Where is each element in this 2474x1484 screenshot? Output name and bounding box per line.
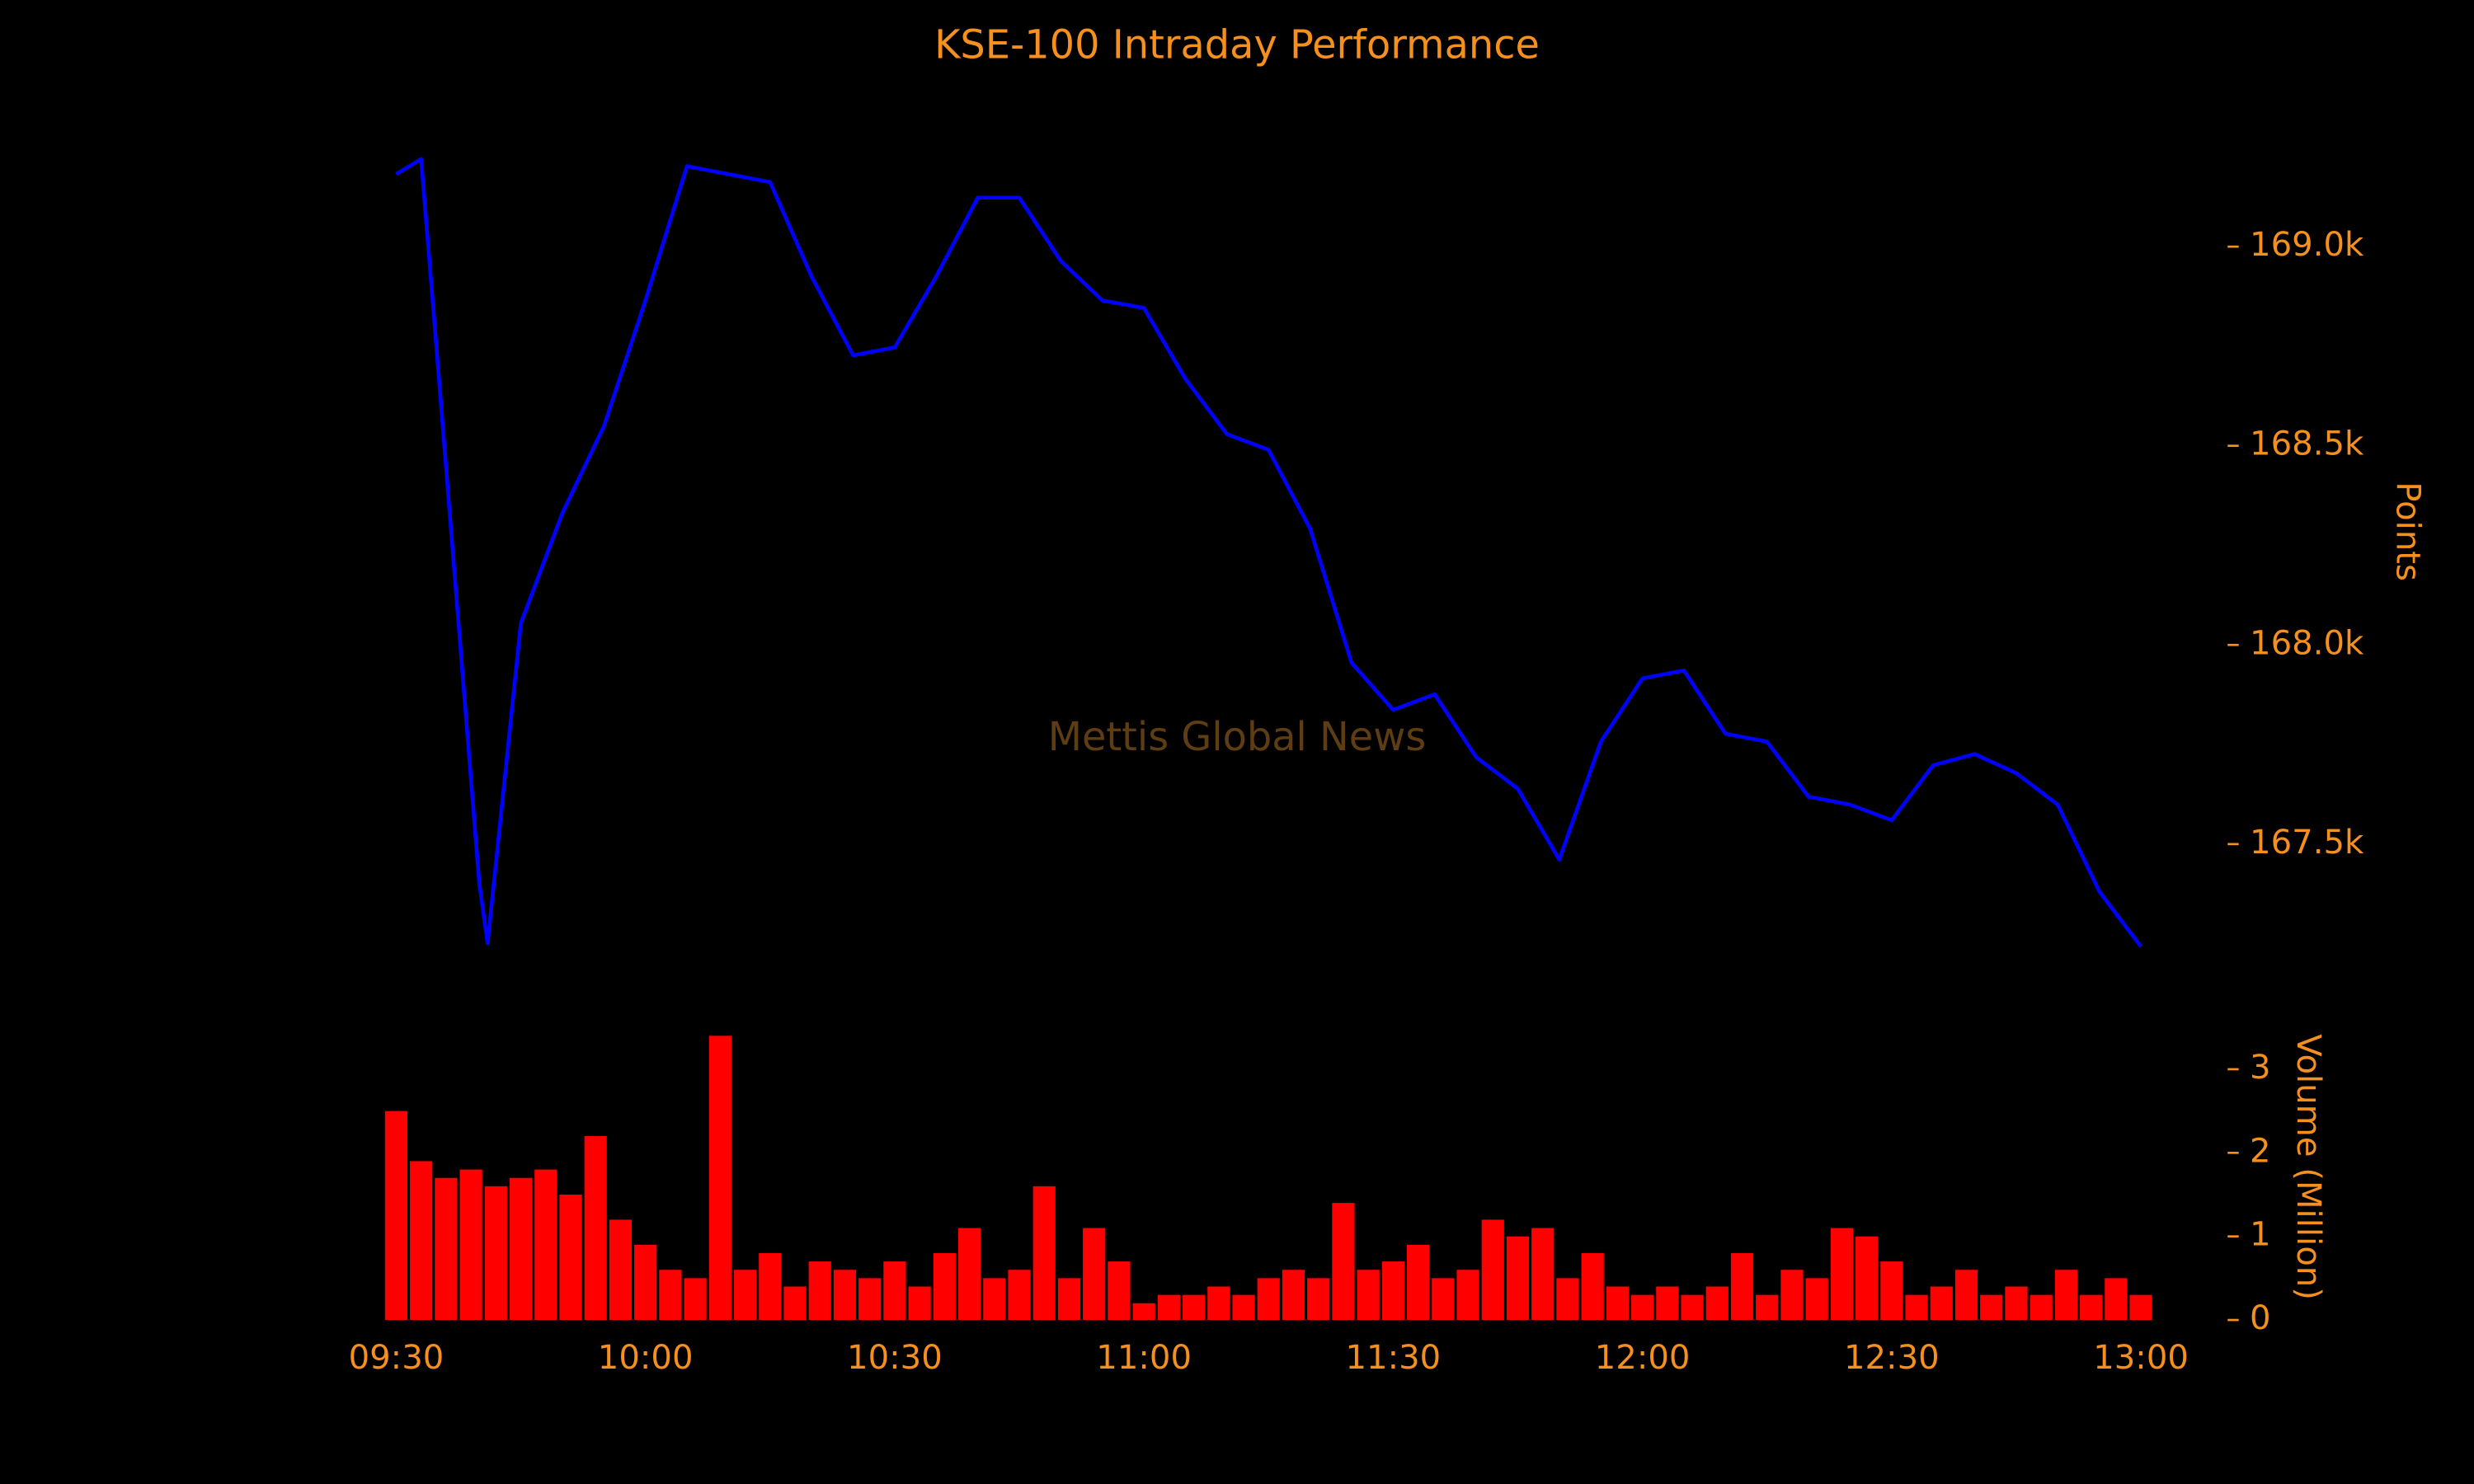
volume-bar (2054, 1270, 2077, 1321)
volume-bar (559, 1194, 582, 1321)
y-tick-label: 169.0k (2250, 226, 2364, 264)
volume-bar (1257, 1278, 1280, 1321)
volume-bar (1307, 1278, 1330, 1321)
volume-bar (783, 1286, 807, 1321)
volume-bar (1282, 1270, 1305, 1321)
volume-bar (1008, 1270, 1031, 1321)
volume-bar (1954, 1270, 1978, 1321)
price-line (395, 157, 2142, 948)
volume-bar (1506, 1236, 1530, 1321)
x-tick-label: 11:00 (1096, 1339, 1192, 1377)
volume-bar (1057, 1278, 1081, 1321)
y-axis-label: Volume (Million) (2289, 1034, 2327, 1300)
volume-bar (933, 1252, 956, 1321)
volume-bar (908, 1286, 931, 1321)
volume-bar (1332, 1203, 1355, 1321)
x-tick-label: 11:30 (1346, 1339, 1442, 1377)
volume-bar (808, 1261, 831, 1321)
volume-bar (609, 1219, 633, 1321)
volume-bar (410, 1161, 433, 1321)
y-tick-label: 168.5k (2250, 425, 2364, 463)
volume-bar (684, 1278, 707, 1321)
volume-bar (858, 1278, 882, 1321)
volume-bar (1780, 1270, 1804, 1321)
volume-bar (883, 1261, 906, 1321)
volume-bar (833, 1270, 857, 1321)
volume-bar (1756, 1294, 1779, 1321)
volume-bar (2105, 1278, 2128, 1321)
volume-bar (1730, 1252, 1754, 1321)
volume-bar (435, 1177, 458, 1321)
volume-bar (1880, 1261, 1903, 1321)
volume-bar (2129, 1294, 2152, 1321)
volume-bar (1406, 1244, 1430, 1321)
volume-bar (1905, 1294, 1928, 1321)
x-tick-label: 12:00 (1595, 1339, 1691, 1377)
volume-bar (708, 1036, 731, 1321)
volume-bar (1357, 1270, 1380, 1321)
volume-bar (1681, 1294, 1704, 1321)
volume-bar (2080, 1294, 2103, 1321)
x-tick-label: 10:30 (847, 1339, 943, 1377)
volume-bar (1207, 1286, 1230, 1321)
volume-bar (1631, 1294, 1654, 1321)
volume-bar (1980, 1294, 2003, 1321)
volume-bar (957, 1228, 981, 1321)
watermark: Mettis Global News (1048, 715, 1426, 760)
volume-bar (983, 1278, 1006, 1321)
volume-bar (459, 1169, 482, 1321)
volume-bar (1830, 1228, 1853, 1321)
y-tick-label: 167.5k (2250, 824, 2364, 862)
x-tick-label: 10:00 (598, 1339, 694, 1377)
volume-bar (1132, 1303, 1155, 1321)
volume-bar (1456, 1270, 1479, 1321)
volume-bar (509, 1177, 533, 1321)
x-tick-label: 12:30 (1844, 1339, 1940, 1377)
y-tick-label: 0 (2250, 1299, 2271, 1337)
x-tick-label: 13:00 (2093, 1339, 2189, 1377)
y-tick-label: 3 (2250, 1049, 2271, 1087)
volume-bar (484, 1186, 507, 1321)
volume-bar (1182, 1294, 1206, 1321)
y-tick-label: 168.0k (2250, 624, 2364, 662)
volume-bar (1481, 1219, 1504, 1321)
volume-bar (1705, 1286, 1729, 1321)
volume-bar (384, 1111, 408, 1321)
volume-bar (1805, 1278, 1828, 1321)
volume-bar (1656, 1286, 1679, 1321)
volume-bar (1856, 1236, 1879, 1321)
volume-bar (733, 1270, 757, 1321)
volume-bar (659, 1270, 682, 1321)
x-tick-label: 09:30 (349, 1339, 444, 1377)
volume-bar (1432, 1278, 1455, 1321)
chart-title: KSE-100 Intraday Performance (934, 22, 1540, 68)
volume-bar (1083, 1228, 1106, 1321)
volume-bar (2030, 1294, 2053, 1321)
volume-bar (1606, 1286, 1629, 1321)
y-axis-label: Points (2388, 481, 2426, 581)
volume-bar (1556, 1278, 1579, 1321)
volume-bar (1381, 1261, 1404, 1321)
volume-bar (584, 1136, 607, 1321)
volume-bar (1032, 1186, 1056, 1321)
volume-bar (1232, 1294, 1255, 1321)
volume-bar (1531, 1228, 1554, 1321)
volume-bar (1157, 1294, 1180, 1321)
volume-bar (759, 1252, 782, 1321)
volume-bar (634, 1244, 657, 1321)
volume-bar (2005, 1286, 2028, 1321)
y-tick-label: 1 (2250, 1216, 2271, 1254)
volume-bar (1581, 1252, 1604, 1321)
volume-bar (534, 1169, 557, 1321)
y-tick-label: 2 (2250, 1132, 2271, 1170)
volume-bar (1930, 1286, 1953, 1321)
volume-bar (1108, 1261, 1131, 1321)
